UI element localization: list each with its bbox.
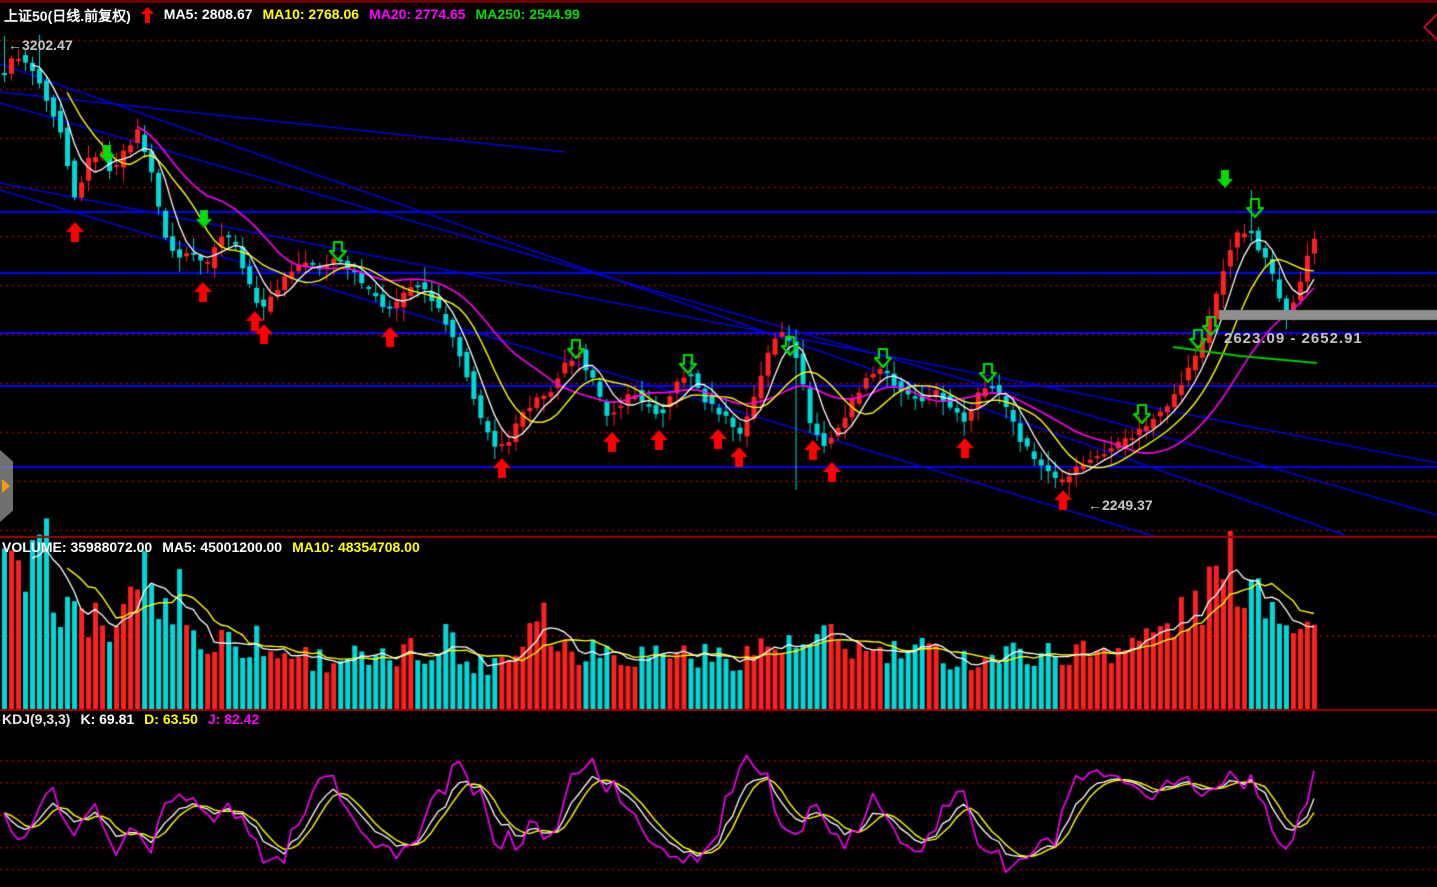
- gap-range-label: 2623.09 - 2652.91: [1224, 330, 1363, 347]
- volume-ma10-value: MA10: 48354708.00: [292, 539, 420, 555]
- high-price-label: ←3202.47: [8, 37, 73, 53]
- up-arrow-icon: [140, 7, 154, 26]
- symbol-title: 上证50(日线.前复权): [4, 8, 131, 24]
- volume-header: VOLUME: 35988072.00 MA5: 45001200.00 MA1…: [2, 539, 420, 555]
- volume-ma5-value: MA5: 45001200.00: [162, 539, 283, 555]
- ma5-value: MA5: 2808.67: [163, 6, 253, 22]
- main-chart-header: 上证50(日线.前复权) MA5: 2808.67 MA10: 2768.06 …: [4, 6, 580, 26]
- kdj-d-value: D: 63.50: [144, 711, 198, 727]
- expand-right-icon: [2, 479, 10, 493]
- low-price-label: ←2249.37: [1088, 497, 1153, 513]
- kdj-j-value: J: 82.42: [207, 711, 260, 727]
- kdj-name: KDJ(9,3,3): [2, 711, 71, 727]
- panel-collapse-tab[interactable]: [0, 450, 13, 522]
- ma10-value: MA10: 2768.06: [262, 6, 360, 22]
- ma20-value: MA20: 2774.65: [369, 6, 466, 22]
- volume-value: VOLUME: 35988072.00: [2, 539, 153, 555]
- kdj-header: KDJ(9,3,3) K: 69.81 D: 63.50 J: 82.42: [2, 711, 259, 727]
- ma250-value: MA250: 2544.99: [475, 6, 580, 22]
- kdj-k-value: K: 69.81: [80, 711, 135, 727]
